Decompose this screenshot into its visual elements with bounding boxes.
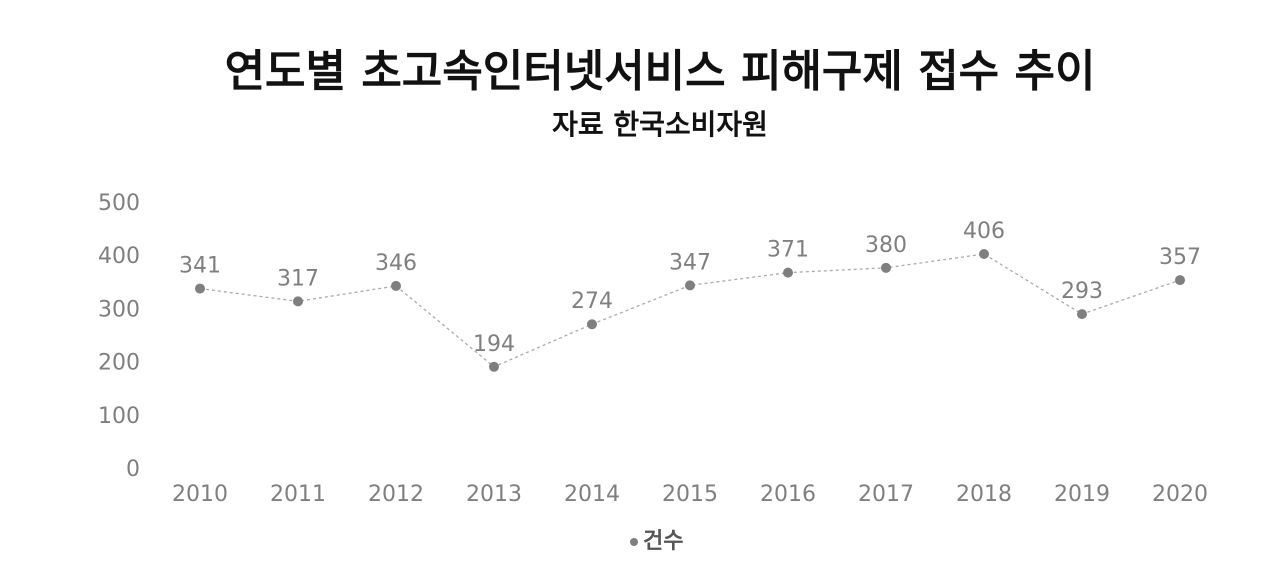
chart-subtitle: 자료 한국소비자원: [552, 108, 768, 141]
data-label: 346: [375, 251, 417, 276]
data-label: 371: [767, 238, 809, 263]
x-tick-label: 2011: [270, 482, 326, 507]
data-point: [881, 262, 891, 273]
y-tick-label: 0: [126, 457, 140, 482]
data-label: 317: [277, 266, 319, 291]
data-point: [783, 267, 793, 278]
data-point: [1077, 309, 1087, 320]
y-tick-label: 500: [98, 191, 140, 216]
y-tick-label: 100: [98, 404, 140, 429]
data-label: 347: [669, 250, 711, 275]
y-tick-label: 200: [98, 351, 140, 376]
x-tick-label: 2016: [760, 482, 816, 507]
y-tick-label: 400: [98, 244, 140, 269]
data-label: 380: [865, 233, 907, 258]
data-point: [489, 361, 499, 372]
chart-title: 연도별 초고속인터넷서비스 피해구제 접수 추이: [225, 46, 1096, 97]
data-label: 194: [473, 332, 515, 357]
data-line: [199, 253, 1181, 368]
data-label: 406: [963, 219, 1005, 244]
x-tick-label: 2019: [1054, 482, 1110, 507]
data-point: [1175, 275, 1185, 286]
data-label: 274: [571, 289, 613, 314]
data-point: [391, 280, 401, 291]
x-tick-label: 2012: [368, 482, 424, 507]
data-label: 341: [179, 254, 221, 279]
data-label: 357: [1159, 245, 1201, 270]
data-point: [195, 283, 205, 294]
x-tick-label: 2010: [172, 482, 228, 507]
x-tick-label: 2014: [564, 482, 620, 507]
data-point: [685, 280, 695, 291]
legend-label: 건수: [643, 529, 683, 554]
x-tick-label: 2013: [466, 482, 522, 507]
x-tick-label: 2017: [858, 482, 914, 507]
data-point: [293, 296, 303, 307]
data-point: [979, 249, 989, 260]
data-point: [587, 319, 597, 330]
legend-marker: [630, 538, 638, 546]
x-tick-label: 2015: [662, 482, 718, 507]
y-tick-label: 300: [98, 297, 140, 322]
x-tick-label: 2020: [1152, 482, 1208, 507]
x-tick-label: 2018: [956, 482, 1012, 507]
data-label: 293: [1061, 279, 1103, 304]
